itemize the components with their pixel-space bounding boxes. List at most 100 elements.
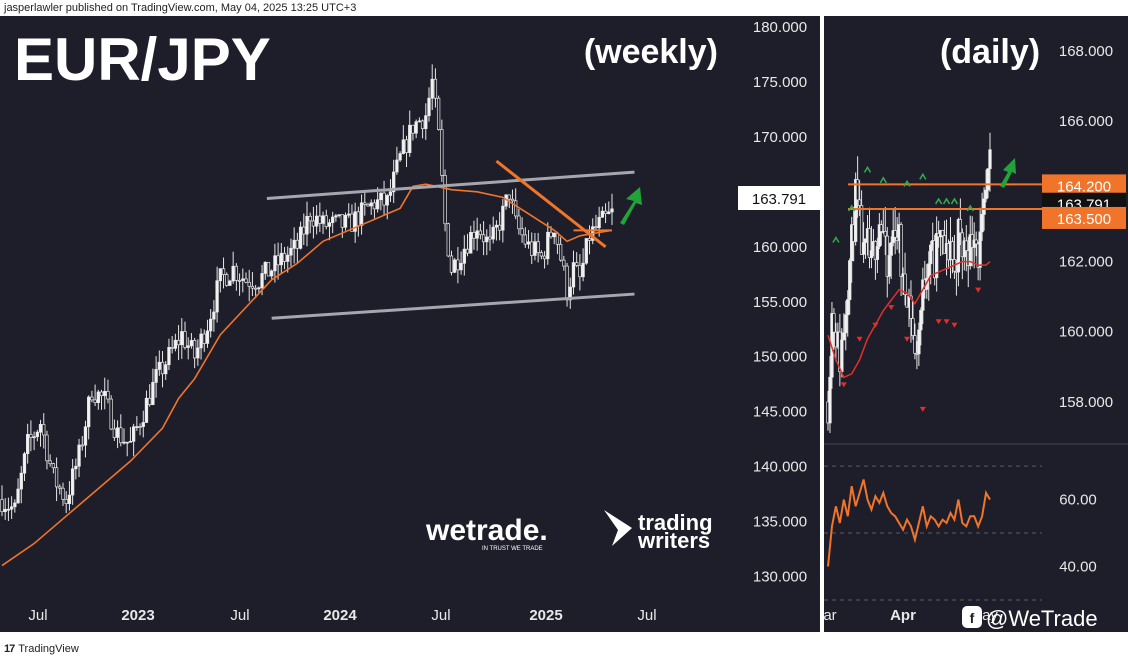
weekly-candle-body xyxy=(581,262,585,278)
daily-candle-body xyxy=(842,332,846,341)
weekly-candle-body xyxy=(244,278,248,283)
daily-down-marker-icon xyxy=(951,322,958,328)
weekly-candle-body xyxy=(199,333,203,349)
weekly-candle-body xyxy=(401,139,405,154)
daily-candle-body xyxy=(903,273,907,295)
weekly-candle-body xyxy=(369,202,373,207)
daily-up-marker-icon xyxy=(832,236,840,243)
daily-candle-body xyxy=(832,313,836,333)
weekly-candle-body xyxy=(19,472,23,490)
oscillator-y-axis[interactable]: 40.00 60.00 xyxy=(1059,492,1097,576)
weekly-candle-body xyxy=(565,265,569,301)
weekly-candle-body xyxy=(61,487,65,500)
weekly-candle-body xyxy=(334,215,338,218)
daily-candle-body xyxy=(869,250,874,259)
oscillator-y-tick-label: 40.00 xyxy=(1059,559,1097,576)
weekly-price-axis-background xyxy=(738,16,820,604)
daily-candle-body xyxy=(921,279,925,311)
weekly-candle-body xyxy=(539,252,544,257)
daily-moving-average xyxy=(827,260,991,379)
daily-up-marker-icon xyxy=(863,165,872,173)
weekly-candle-body xyxy=(112,428,117,438)
weekly-channel-upper xyxy=(266,170,635,200)
daily-candle-body xyxy=(859,205,864,255)
weekly-candle-body xyxy=(523,234,527,245)
weekly-candle-body xyxy=(282,252,287,262)
weekly-x-axis[interactable]: Jul 2023 Jul 2024 Jul 2025 Jul xyxy=(28,607,656,624)
svg-text:IN TRUST WE TRADE: IN TRUST WE TRADE xyxy=(482,546,543,552)
weekly-candle-body xyxy=(318,215,322,224)
weekly-candle-body xyxy=(13,502,17,508)
weekly-candle-body xyxy=(436,97,441,130)
daily-down-marker-icon xyxy=(856,336,863,342)
weekly-candle-body xyxy=(45,434,49,462)
daily-candle-body xyxy=(840,339,844,373)
weekly-trend-line xyxy=(495,159,607,248)
weekly-candle-body xyxy=(170,347,174,349)
weekly-candle-body xyxy=(308,215,312,222)
daily-panel: 158.000160.000162.000164.000166.000168.0… xyxy=(823,16,1128,632)
weekly-candle-body xyxy=(247,281,251,287)
weekly-candle-body xyxy=(469,232,473,254)
weekly-candle-body xyxy=(237,280,242,282)
daily-candle-body xyxy=(968,234,972,267)
daily-candle-body xyxy=(893,230,897,238)
daily-level-label-box xyxy=(1042,206,1126,229)
weekly-candle-body xyxy=(600,210,605,218)
weekly-candle-body xyxy=(176,339,181,346)
weekly-candle-body xyxy=(366,204,370,207)
weekly-candle-body xyxy=(424,115,428,130)
daily-candle-body xyxy=(846,299,850,316)
oscillator-y-tick-label: 60.00 xyxy=(1059,492,1097,509)
daily-candle-body xyxy=(940,229,945,237)
daily-x-axis[interactable]: ar Apr ay xyxy=(823,607,998,624)
weekly-candle-body xyxy=(578,265,582,278)
weekly-candle-body xyxy=(311,220,316,227)
daily-candle-body xyxy=(899,224,903,277)
weekly-candle-body xyxy=(520,228,524,236)
daily-candle-body xyxy=(974,239,978,245)
daily-down-marker-icon xyxy=(935,319,942,325)
weekly-candle-body xyxy=(302,226,306,235)
weekly-candle-body xyxy=(501,205,505,231)
weekly-candle-body xyxy=(372,202,377,210)
weekly-candle-body xyxy=(263,261,267,274)
weekly-y-tick-label: 180.000 xyxy=(753,19,807,36)
weekly-candle-body xyxy=(151,382,155,405)
weekly-candle-body xyxy=(472,232,476,239)
weekly-candle-body xyxy=(202,333,206,344)
weekly-channel-lower xyxy=(271,292,635,320)
weekly-candle-body xyxy=(141,422,145,427)
daily-candle-body xyxy=(861,242,866,255)
weekly-candle-body xyxy=(494,224,499,228)
weekly-candles xyxy=(0,64,614,521)
daily-oscillator xyxy=(824,465,1042,601)
daily-candle-body xyxy=(867,228,872,259)
weekly-candle-body xyxy=(160,361,165,375)
weekly-candle-body xyxy=(125,441,129,444)
weekly-candle-body xyxy=(549,231,553,238)
daily-down-marker-icon xyxy=(904,336,911,342)
weekly-candle-body xyxy=(562,259,566,267)
daily-candle-body xyxy=(877,224,882,247)
weekly-candle-body xyxy=(16,488,20,504)
weekly-candle-body xyxy=(414,121,418,134)
footer-brand[interactable]: 17 TradingView xyxy=(4,643,79,655)
weekly-candle-body xyxy=(536,241,540,253)
weekly-candle-body xyxy=(22,453,27,474)
daily-down-marker-icon xyxy=(840,382,847,388)
weekly-candle-body xyxy=(517,215,521,230)
weekly-y-tick-label: 155.000 xyxy=(753,294,807,311)
weekly-candle-body xyxy=(514,200,518,217)
weekly-candle-body xyxy=(359,202,364,226)
weekly-candle-body xyxy=(533,241,537,256)
weekly-candle-body xyxy=(80,444,84,447)
weekly-candle-body xyxy=(353,211,357,232)
weekly-candle-body xyxy=(3,508,7,513)
weekly-y-tick-label: 145.000 xyxy=(753,404,807,421)
daily-up-marker-icon xyxy=(903,179,911,187)
daily-up-marker-icon xyxy=(879,176,887,184)
weekly-candle-body xyxy=(488,236,492,240)
weekly-candle-body xyxy=(607,211,611,215)
